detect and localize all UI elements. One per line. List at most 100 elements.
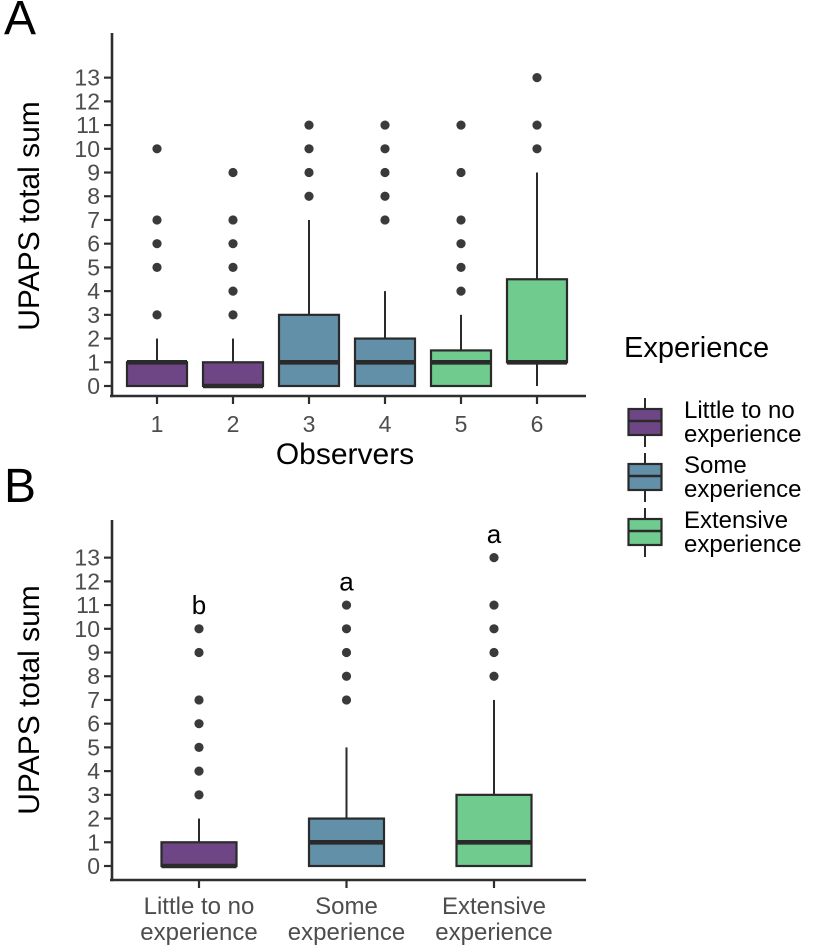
outlier-point	[489, 647, 499, 658]
y-tick-label: 1	[87, 829, 100, 855]
y-tick-label: 5	[87, 734, 100, 760]
boxplot-observer-5: 5	[429, 120, 493, 437]
outlier-point	[194, 742, 204, 753]
outlier-point	[456, 286, 466, 296]
outlier-point	[152, 239, 162, 249]
outlier-point	[456, 167, 466, 178]
legend-title: Experience	[624, 332, 770, 364]
boxplot-observer-6: 6	[505, 73, 569, 437]
outlier-point	[194, 695, 204, 705]
legend-item-extensive-experience: Extensive experience	[600, 505, 820, 560]
y-tick-label: 12	[74, 568, 100, 594]
iqr-box	[505, 278, 569, 364]
y-tick-label: 0	[87, 373, 100, 399]
y-tick-label: 6	[87, 711, 100, 737]
y-tick-label: 12	[74, 88, 100, 114]
x-tick-label: experience	[140, 919, 257, 946]
outlier-point	[228, 167, 238, 178]
outlier-point	[489, 671, 499, 681]
legend: Experience Little to no experience Some …	[600, 332, 820, 560]
y-tick-label: 10	[74, 136, 100, 162]
y-tick-label: 0	[87, 853, 100, 879]
boxplot-key-glyph	[627, 398, 663, 447]
y-tick-label: 5	[87, 254, 100, 280]
y-tick-label: 3	[87, 302, 100, 328]
outlier-point	[228, 286, 238, 296]
legend-item-label: Little to no experience	[684, 396, 802, 448]
panel-a-y-axis-title: UPAPS total sum	[13, 101, 46, 331]
x-tick-label: 3	[303, 411, 316, 437]
outlier-point	[532, 144, 542, 154]
y-tick-label: 10	[74, 616, 100, 642]
outlier-point	[456, 239, 466, 249]
significance-letter: a	[339, 566, 354, 596]
iqr-box	[201, 361, 265, 388]
outlier-point	[380, 167, 390, 178]
outlier-point	[194, 624, 204, 634]
outlier-point	[152, 310, 162, 320]
iqr-box	[125, 361, 189, 388]
outlier-point	[532, 120, 542, 130]
y-tick-label: 4	[87, 758, 100, 784]
y-tick-label: 7	[87, 207, 100, 233]
x-tick-label: Extensive	[442, 893, 546, 920]
outlier-point	[380, 215, 390, 225]
legend-item-little-to-no-experience: Little to no experience	[600, 395, 820, 450]
panel-a-label: A	[4, 0, 37, 45]
legend-label-line2: experience	[684, 420, 802, 448]
outlier-point	[152, 144, 162, 154]
legend-label-line1: Little to no	[684, 396, 795, 424]
outlier-point	[456, 215, 466, 225]
outlier-point	[228, 310, 238, 320]
outlier-point	[341, 647, 352, 658]
outlier-point	[489, 553, 499, 563]
y-tick-label: 6	[87, 231, 100, 257]
outlier-point	[304, 120, 314, 130]
outlier-point	[152, 262, 162, 272]
boxplot-key-glyph	[627, 508, 663, 557]
legend-label-line2: experience	[684, 530, 802, 558]
outlier-point	[304, 191, 314, 201]
iqr-box	[429, 349, 493, 388]
y-tick-label: 9	[87, 160, 100, 186]
y-tick-label: 3	[87, 782, 100, 808]
outlier-point	[532, 73, 542, 83]
x-tick-label: experience	[288, 919, 405, 946]
legend-item-some-experience: Some experience	[600, 450, 820, 505]
y-tick-label: 7	[87, 687, 100, 713]
outlier-point	[304, 167, 314, 178]
outlier-point	[456, 262, 466, 272]
y-tick-label: 9	[87, 640, 100, 666]
outlier-point	[380, 191, 390, 201]
outlier-point	[228, 215, 238, 225]
x-tick-label: Some	[315, 893, 378, 920]
outlier-point	[228, 262, 238, 272]
boxplot-key-icon	[626, 505, 664, 560]
boxplot-observer-1: 1	[125, 144, 189, 437]
outlier-point	[380, 144, 390, 154]
y-tick-label: 13	[74, 65, 100, 91]
panel-b-label: B	[4, 460, 37, 513]
iqr-box	[160, 841, 238, 868]
x-tick-label: 1	[151, 411, 164, 437]
y-tick-label: 11	[76, 112, 100, 138]
outlier-point	[341, 624, 352, 634]
outlier-point	[194, 766, 204, 776]
outlier-point	[304, 144, 314, 154]
outlier-point	[341, 600, 352, 610]
y-tick-label: 11	[76, 592, 100, 618]
y-tick-label: 8	[87, 183, 100, 209]
x-tick-label: 2	[227, 411, 240, 437]
outlier-point	[489, 624, 499, 634]
outlier-point	[194, 719, 204, 729]
panel-b-y-axis-title: UPAPS total sum	[13, 585, 46, 815]
boxplot-key-icon	[626, 450, 664, 505]
y-tick-label: 4	[87, 278, 100, 304]
legend-label-line2: experience	[684, 475, 802, 503]
